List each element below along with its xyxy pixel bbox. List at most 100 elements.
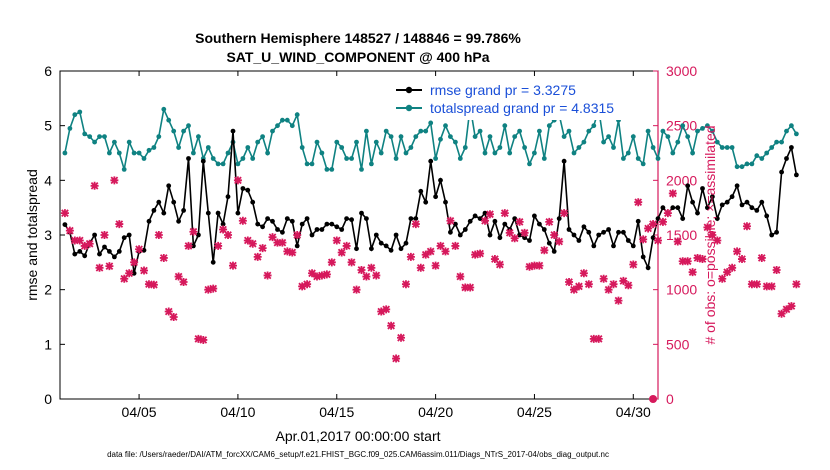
totalspread-point [522,145,527,150]
obs-assimilated-point [65,226,74,235]
obs-assimilated-point [70,236,79,245]
obs-assimilated-point [298,282,307,291]
obs-assimilated-point [673,237,682,246]
obs-assimilated-point [436,241,445,250]
totalspread-point [393,156,399,161]
left-y-tick-label: 1 [44,336,52,352]
totalspread-point [383,128,389,134]
obs-assimilated-point [85,239,94,248]
obs-assimilated-point [401,280,410,289]
rmse-point [744,199,750,205]
totalspread-point [774,139,779,145]
rmse-point [364,216,369,222]
obs-assimilated-point [149,280,158,289]
obs-assimilated-point [416,263,425,272]
totalspread-point [388,134,394,140]
totalspread-point [116,150,122,156]
right-y-tick-label: 0 [666,391,674,407]
totalspread-point [102,134,107,140]
obs-assimilated-point [174,272,183,281]
totalspread-point [339,145,345,150]
rmse-point [265,216,270,222]
rmse-point [220,221,226,227]
obs-assimilated-point [505,228,514,237]
totalspread-point [265,150,270,156]
rmse-point [97,251,102,257]
obs-assimilated-point [342,241,351,250]
obs-assimilated-point [752,280,761,289]
rmse-point [196,232,201,238]
totalspread-point [126,139,132,145]
rmse-point [428,158,434,164]
rmse-point [517,232,522,238]
totalspread-point [418,128,424,134]
totalspread-point [764,150,770,156]
obs-assimilated-point [728,263,737,272]
totalspread-point [438,136,443,142]
rmse-point [72,251,78,257]
obs-assimilated-point [372,271,381,280]
obs-assimilated-point [406,252,415,261]
totalspread-point [245,145,251,150]
rmse-point [537,221,542,227]
rmse-point [690,199,695,205]
rmse-point [284,216,290,222]
obs-assimilated-point [90,181,99,190]
rmse-point [181,208,187,213]
totalspread-point [472,134,478,140]
obs-assimilated-point [545,217,554,226]
obs-assimilated-point [525,262,534,271]
obs-assimilated-point [599,274,608,283]
totalspread-point [176,145,182,150]
totalspread-point [309,161,315,167]
obs-assimilated-point [411,220,420,229]
obs-assimilated-point [95,263,104,272]
rmse-point [453,221,458,227]
rmse-point [146,218,152,224]
obs-assimilated-point [377,307,386,316]
rmse-point [714,216,720,222]
left-y-axis-label: rmse and totalspread [24,169,40,301]
right-y-tick-label: 500 [666,336,690,352]
totalspread-point [205,145,211,150]
rmse-point [621,229,626,235]
rmse-point [438,177,443,183]
rmse-point [299,221,305,227]
totalspread-point [121,167,127,172]
obs-assimilated-point [337,248,346,257]
rmse-point [630,243,636,249]
x-tick-label: 04/10 [220,404,255,420]
obs-assimilated-point [357,265,366,274]
left-y-axis: 0 1 2 3 4 5 6 [44,63,65,407]
totalspread-point [166,117,172,123]
rmse-point [789,145,794,150]
rmse-point [670,205,676,211]
rmse-point [739,202,745,208]
obs-assimilated-point [362,272,371,281]
obs-assimilated-point [663,209,672,218]
obs-assimilated-point [135,245,144,254]
totalspread-point [517,128,522,134]
rmse-point [650,235,656,241]
rmse-point [710,194,715,200]
rmse-point [260,224,265,230]
obs-assimilated-point [451,241,460,250]
totalspread-point [784,128,789,134]
obs-assimilated-point [397,333,406,342]
obs-assimilated-point [308,269,317,278]
obs-assimilated-point [762,282,771,291]
totalspread-point [640,161,646,167]
obs-assimilated-point [747,280,756,289]
rmse-point [759,199,765,205]
left-y-tick-label: 3 [44,227,52,243]
obs-assimilated-point [792,280,801,289]
totalspread-point [151,145,157,150]
obs-assimilated-point [634,198,643,207]
totalspread-point [462,145,468,150]
totalspread-point [319,150,325,156]
obs-assimilated-point [584,280,593,289]
obs-assimilated-point [199,335,208,344]
rmse-point [561,158,567,164]
rmse-point [556,216,562,222]
totalspread-point [532,150,537,156]
